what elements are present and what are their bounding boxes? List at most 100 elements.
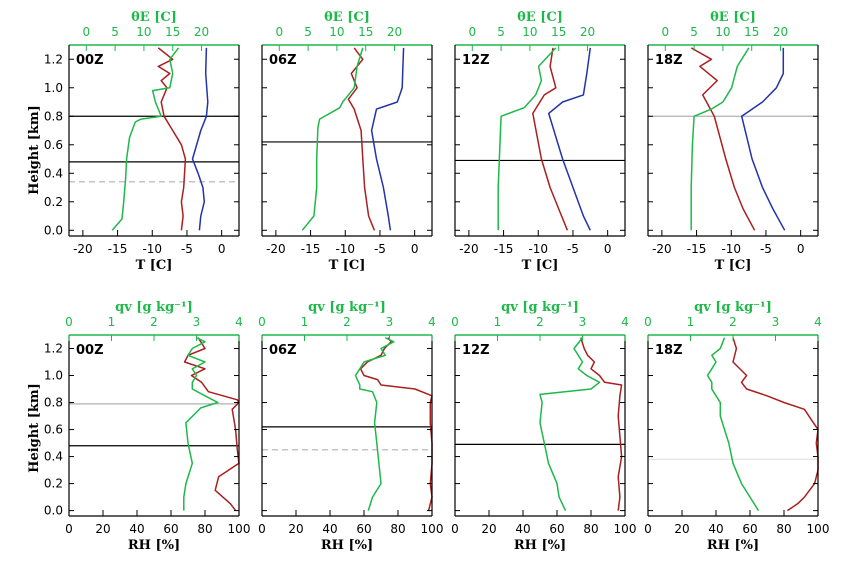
top-x-tick-label: 20 xyxy=(773,25,788,39)
top-x-tick-label: 10 xyxy=(329,25,344,39)
x-tick-label: 0 xyxy=(644,522,652,536)
x-tick-label: -15 xyxy=(687,242,707,256)
series-line-red xyxy=(732,337,819,512)
x-tick-label: 20 xyxy=(674,522,689,536)
top-x-tick-label: 1 xyxy=(494,315,502,329)
x-tick-label: 20 xyxy=(95,522,110,536)
x-tick-label: -20 xyxy=(459,242,479,256)
x-tick-label: 100 xyxy=(807,522,830,536)
x-tick-label: 100 xyxy=(228,522,251,536)
series-line-red xyxy=(157,47,187,231)
x-tick-label: 60 xyxy=(549,522,564,536)
y-tick-label: 0.0 xyxy=(44,504,63,518)
top-x-tick-label: 10 xyxy=(522,25,537,39)
series-line-red xyxy=(359,337,433,511)
y-tick-label: 0.6 xyxy=(44,138,63,152)
top-x-tick-label: 15 xyxy=(358,25,373,39)
height-axis-label-bottom-row: Height [km] xyxy=(27,383,42,473)
top-x-tick-label: 10 xyxy=(136,25,151,39)
bottom-axis-title: RH [%] xyxy=(128,538,180,553)
series-line-blue xyxy=(370,47,405,231)
y-tick-label: 0.2 xyxy=(44,195,63,209)
panels: -20 -15 -10 -5 00 5 10 15 200.00.20.40.60.81.01.… xyxy=(44,10,830,553)
height-axis-label-top-row: Height [km] xyxy=(27,105,42,195)
x-tick-label: 100 xyxy=(421,522,444,536)
top-x-tick-label: 0 xyxy=(65,315,73,329)
bottom-axis-title: RH [%] xyxy=(321,538,373,553)
panel-time-label: 06Z xyxy=(269,53,297,68)
x-tick-label: 60 xyxy=(742,522,757,536)
series-line-green xyxy=(497,47,557,231)
y-tick-label: 0.8 xyxy=(44,396,63,410)
top-x-tick-label: 20 xyxy=(387,25,402,39)
x-tick-label: 0 xyxy=(65,522,73,536)
top-x-tick-label: 0 xyxy=(82,25,90,39)
y-tick-label: 1.2 xyxy=(44,52,63,66)
x-tick-label: 0 xyxy=(258,522,266,536)
top-x-tick-label: 15 xyxy=(551,25,566,39)
x-tick-label: 20 xyxy=(481,522,496,536)
bottom-axis-title: T [C] xyxy=(715,258,752,273)
x-tick-label: 0 xyxy=(411,242,419,256)
top-x-tick-label: 1 xyxy=(108,315,116,329)
y-tick-label: 1.0 xyxy=(44,81,63,95)
series-line-red xyxy=(183,337,240,512)
x-tick-label: 0 xyxy=(451,522,459,536)
x-tick-label: -10 xyxy=(335,242,355,256)
top-x-tick-label: 0 xyxy=(468,25,476,39)
panel-temperature-12z: -20 -15 -10 -5 0 0 5 10 15 20 12Z T [C] θE [C] xyxy=(454,10,626,273)
top-x-tick-label: 5 xyxy=(304,25,312,39)
top-axis-title: qv [g kg⁻¹] xyxy=(694,300,772,315)
top-x-tick-label: 4 xyxy=(428,315,436,329)
bottom-axis-title: RH [%] xyxy=(707,538,759,553)
series-line-green xyxy=(183,337,219,511)
panel-temperature-18z: -20 -15 -10 -5 0 0 5 10 15 20 18Z T [C] θE [C] xyxy=(647,10,819,273)
top-axis-title: qv [g kg⁻¹] xyxy=(501,300,579,315)
top-x-tick-label: 4 xyxy=(621,315,629,329)
top-x-tick-label: 3 xyxy=(386,315,394,329)
bottom-axis-title: T [C] xyxy=(522,258,559,273)
top-axis-title: θE [C] xyxy=(710,10,756,25)
top-x-tick-label: 0 xyxy=(258,315,266,329)
top-axis-title: qv [g kg⁻¹] xyxy=(115,300,193,315)
x-tick-label: -5 xyxy=(760,242,772,256)
x-tick-label: 20 xyxy=(288,522,303,536)
x-tick-label: 80 xyxy=(776,522,791,536)
x-tick-label: 60 xyxy=(163,522,178,536)
panel-time-label: 00Z xyxy=(76,343,104,358)
top-x-tick-label: 2 xyxy=(150,315,158,329)
y-tick-label: 0.6 xyxy=(44,423,63,437)
bottom-axis-title: T [C] xyxy=(329,258,366,273)
panel-temperature-00z: -20 -15 -10 -5 0 0 5 10 15 20 0.0 0.2 0.4 0.6 0.8 1.0 1.… xyxy=(44,10,240,273)
top-x-tick-label: 3 xyxy=(579,315,587,329)
top-x-tick-label: 5 xyxy=(111,25,119,39)
x-tick-label: -15 xyxy=(108,242,128,256)
panel-time-label: 18Z xyxy=(655,53,683,68)
top-x-tick-label: 2 xyxy=(343,315,351,329)
panel-humidity-18z: 0 20 40 60 80 100 0 1 2 3 4 18Z RH [%] qv [g kg⁻¹] xyxy=(644,300,829,553)
top-x-tick-label: 1 xyxy=(301,315,309,329)
panel-time-label: 12Z xyxy=(462,343,490,358)
top-axis-title: θE [C] xyxy=(324,10,370,25)
panel-time-label: 00Z xyxy=(76,53,104,68)
panel-temperature-06z: -20 -15 -10 -5 0 0 5 10 15 20 06Z T [C] θE [C] xyxy=(261,10,433,273)
x-tick-label: -5 xyxy=(374,242,386,256)
x-tick-label: 0 xyxy=(218,242,226,256)
top-x-tick-label: 0 xyxy=(661,25,669,39)
x-tick-label: -10 xyxy=(142,242,162,256)
top-axis-title: qv [g kg⁻¹] xyxy=(308,300,386,315)
y-tick-label: 0.2 xyxy=(44,477,63,491)
series-line-blue xyxy=(191,47,209,231)
x-tick-label: 60 xyxy=(356,522,371,536)
x-tick-label: -10 xyxy=(721,242,741,256)
bottom-axis-title: T [C] xyxy=(136,258,173,273)
top-x-tick-label: 15 xyxy=(744,25,759,39)
x-tick-label: -15 xyxy=(494,242,514,256)
x-tick-label: 0 xyxy=(797,242,805,256)
x-tick-label: 40 xyxy=(129,522,144,536)
top-x-tick-label: 1 xyxy=(687,315,695,329)
x-tick-label: 40 xyxy=(515,522,530,536)
top-x-tick-label: 5 xyxy=(690,25,698,39)
x-tick-label: -20 xyxy=(652,242,672,256)
